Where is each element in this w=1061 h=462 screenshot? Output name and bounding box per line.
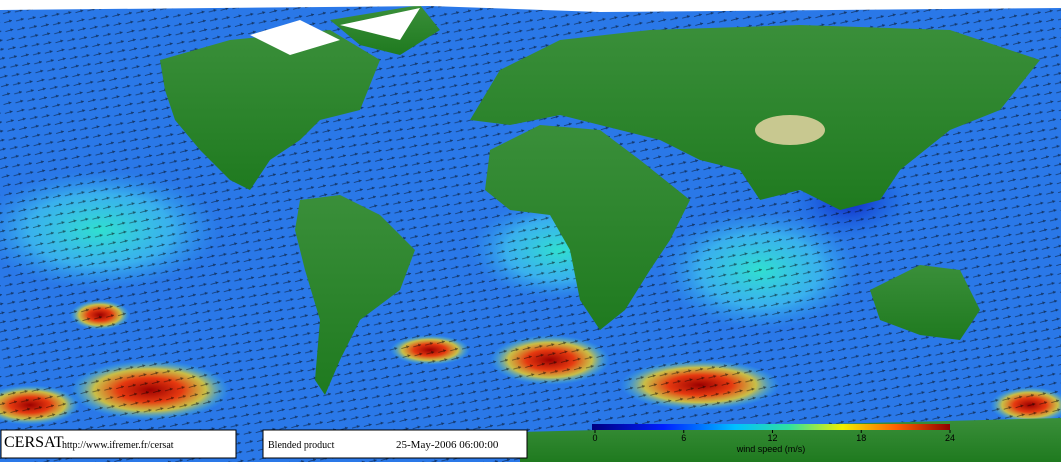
- colorbar-tick-label: 6: [681, 433, 686, 443]
- info-box: [262, 429, 528, 459]
- colorbar-tick-label: 24: [945, 433, 955, 443]
- colorbar-tick-label: 0: [592, 433, 597, 443]
- colorbar-label: wind speed (m/s): [736, 444, 806, 454]
- continents: [160, 5, 1061, 462]
- colorbar-tick-label: 18: [856, 433, 866, 443]
- date: 25-May-2006 06:00:00: [396, 439, 499, 451]
- logo: CERSAT: [4, 434, 64, 451]
- logo-box: [0, 429, 237, 459]
- url: http://www.ifremer.fr/cersat: [62, 440, 174, 451]
- colorbar: [592, 424, 950, 430]
- product: Blended product: [268, 440, 335, 451]
- colorbar-tick-label: 12: [767, 433, 777, 443]
- ice: [0, 0, 1061, 55]
- colorbar-ticks: 0 6 12 18 24: [592, 430, 955, 443]
- plateau: [755, 115, 825, 145]
